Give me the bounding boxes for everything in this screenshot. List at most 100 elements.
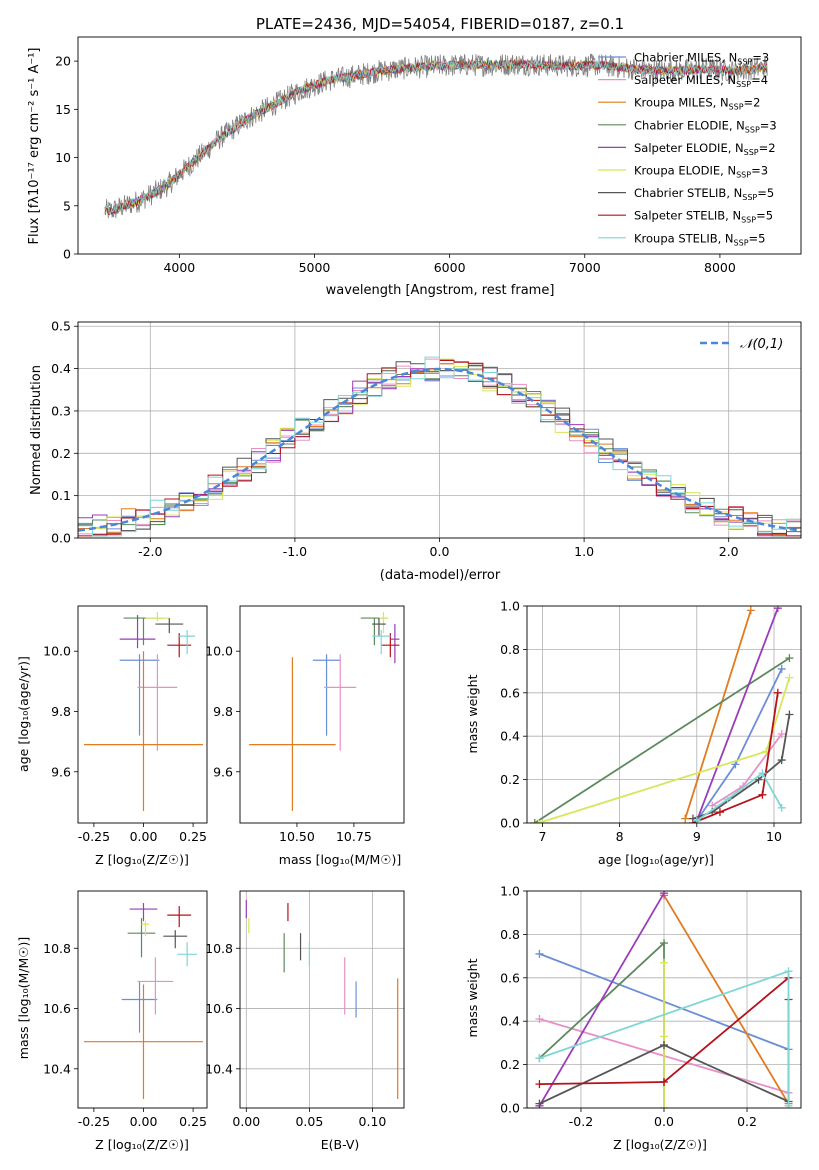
weight-vs-age-ytick-label: 0.2 bbox=[500, 772, 520, 787]
legend-label-3: Chabrier ELODIE, NSSP=3 bbox=[634, 118, 777, 134]
age-vs-Z-xtick-label: 0.00 bbox=[130, 829, 158, 844]
weight-vs-age-ylabel: mass weight bbox=[465, 674, 480, 753]
weight-vs-Z-marker-8-1 bbox=[784, 967, 793, 976]
weight-vs-Z-marker-3-1 bbox=[660, 939, 668, 948]
legend-label-subscript: SSP bbox=[736, 171, 751, 180]
residuals-ytick-label: 0.4 bbox=[51, 361, 71, 376]
weight-vs-age-frame bbox=[526, 605, 802, 824]
age-vs-Z-ytick-label: 9.8 bbox=[51, 704, 71, 719]
weight-vs-Z-xtick-label: 0.2 bbox=[737, 1114, 757, 1129]
spectrum-xtick-label: 6000 bbox=[434, 260, 466, 275]
mass-vs-Z-xtick-label: 0.00 bbox=[130, 1114, 158, 1129]
spectrum-model-line-8 bbox=[104, 59, 768, 215]
age-vs-Z-xtick-label: 0.25 bbox=[179, 829, 207, 844]
spectrum-xtick-label: 8000 bbox=[704, 260, 736, 275]
spectrum-ytick-label: 0 bbox=[63, 247, 71, 262]
spectrum-ytick-label: 10 bbox=[55, 150, 71, 165]
weight-vs-Z-ytick-label: 0.4 bbox=[500, 1014, 520, 1029]
legend-label-8: Kroupa STELIB, NSSP=5 bbox=[634, 231, 765, 247]
legend-label-nssp: =3 bbox=[751, 164, 768, 178]
age-vs-mass-xtick-label: 10.75 bbox=[336, 829, 372, 844]
legend-label-nssp: =5 bbox=[756, 209, 773, 223]
legend-label-5: Kroupa ELODIE, NSSP=3 bbox=[634, 164, 768, 180]
weight-vs-Z-marker-7-0 bbox=[535, 1080, 544, 1089]
legend-label-nssp: =3 bbox=[752, 51, 769, 65]
legend-label-subscript: SSP bbox=[741, 216, 756, 225]
age-vs-mass-ytick-label: 9.8 bbox=[213, 704, 233, 719]
weight-vs-age-marker-4-1 bbox=[773, 606, 782, 613]
age-vs-mass-xlabel: mass [log₁₀(M/M☉)] bbox=[279, 852, 401, 867]
spectrum-ytick-label: 15 bbox=[55, 102, 71, 117]
weight-vs-age-ytick-label: 1.0 bbox=[500, 599, 520, 614]
weight-vs-age-marker-2-0 bbox=[681, 814, 690, 823]
weight-vs-age-line-4 bbox=[695, 607, 779, 822]
weight-vs-age-marker-6-3 bbox=[777, 756, 786, 765]
weight-vs-Z-ylabel: mass weight bbox=[465, 958, 480, 1037]
residuals-ytick-label: 0.5 bbox=[51, 319, 71, 334]
spectrum-frame bbox=[77, 36, 802, 255]
weight-vs-age-marker-0-2 bbox=[777, 664, 786, 673]
mass-vs-Z-ytick-label: 10.6 bbox=[43, 1001, 71, 1016]
legend-label-0: Chabrier MILES, NSSP=3 bbox=[634, 51, 769, 67]
age-vs-mass-xtick-label: 10.50 bbox=[279, 829, 315, 844]
mass-vs-Z-frame bbox=[77, 890, 208, 1109]
spectrum-ytick-label: 20 bbox=[55, 54, 71, 69]
weight-vs-age-marker-8-1 bbox=[723, 795, 732, 804]
weight-vs-age-marker-3-1 bbox=[785, 654, 794, 663]
mass-vs-ebv-xlabel: E(B-V) bbox=[321, 1137, 360, 1152]
mass-vs-Z-plot bbox=[83, 903, 204, 1099]
age-vs-mass-ytick-label: 10.0 bbox=[205, 644, 233, 659]
weight-vs-age-marker-7-2 bbox=[758, 790, 767, 799]
weight-vs-Z-ytick-label: 0.8 bbox=[500, 927, 520, 942]
weight-vs-Z-plot bbox=[527, 891, 801, 1108]
weight-vs-age-ytick-label: 0.8 bbox=[500, 642, 520, 657]
legend-label-text: Kroupa MILES, N bbox=[634, 96, 729, 110]
legend-label-subscript: SSP bbox=[744, 148, 759, 157]
residuals-ytick-label: 0.0 bbox=[51, 531, 71, 546]
legend-label-nssp: =5 bbox=[757, 186, 774, 200]
age-vs-Z-ylabel: age [log₁₀(age/yr)] bbox=[16, 656, 31, 772]
age-vs-mass-plot bbox=[249, 612, 400, 811]
weight-vs-Z-xtick-label: 0.0 bbox=[654, 1114, 674, 1129]
spectrum-xtick-label: 5000 bbox=[299, 260, 331, 275]
weight-vs-Z-xlabel: Z [log₁₀(Z/Z☉)] bbox=[613, 1137, 707, 1152]
legend-label-text: Kroupa ELODIE, N bbox=[634, 164, 736, 178]
legend-label-subscript: SSP bbox=[745, 125, 760, 134]
weight-vs-Z-line-2 bbox=[663, 894, 790, 1105]
legend-label-text: Chabrier ELODIE, N bbox=[634, 118, 745, 132]
weight-vs-age-line-7 bbox=[692, 692, 779, 823]
spectrum-plot bbox=[104, 53, 768, 219]
mass-vs-Z-ytick-label: 10.4 bbox=[43, 1061, 71, 1076]
weight-vs-age-xtick-label: 10 bbox=[766, 829, 782, 844]
residuals-ytick-label: 0.2 bbox=[51, 446, 71, 461]
legend-label-subscript: SSP bbox=[736, 80, 751, 89]
weight-vs-age-ytick-label: 0.4 bbox=[500, 729, 520, 744]
weight-vs-Z-ytick-label: 0.6 bbox=[500, 970, 520, 985]
residuals-xlabel: (data-model)/error bbox=[380, 568, 501, 583]
legend-label-nssp: =5 bbox=[749, 231, 766, 245]
weight-vs-age-axes: 7 8 9 10 0.0 0.2 0.4 0.6 0.8 1.0 bbox=[500, 599, 802, 844]
weight-vs-Z-marker-5-1 bbox=[660, 1032, 668, 1041]
legend-label-subscript: SSP bbox=[742, 193, 757, 202]
weight-vs-Z-marker-0-0 bbox=[535, 949, 544, 958]
weight-vs-Z-marker-1-0 bbox=[535, 1015, 544, 1024]
age-vs-Z-xtick-label: -0.25 bbox=[78, 829, 110, 844]
weight-vs-age-xlabel: age [log₁₀(age/yr)] bbox=[598, 852, 714, 867]
residuals-xtick-label: 1.0 bbox=[574, 544, 594, 559]
residuals-frame bbox=[77, 321, 802, 539]
normal-legend-label: 𝒩(0,1) bbox=[740, 337, 783, 352]
weight-vs-Z-marker-5-0 bbox=[660, 958, 668, 967]
legend-label-nssp: =2 bbox=[759, 141, 776, 155]
weight-vs-age-marker-8-0 bbox=[692, 816, 701, 823]
weight-vs-age-plot bbox=[527, 606, 801, 823]
weight-vs-age-marker-2-1 bbox=[746, 606, 755, 615]
weight-vs-age-marker-1-2 bbox=[777, 730, 786, 739]
residuals-ytick-label: 0.3 bbox=[51, 403, 71, 418]
weight-vs-age-line-5 bbox=[538, 677, 791, 823]
spectrum-ytick-label: 5 bbox=[63, 198, 71, 213]
spectrum-ylabel: Flux [fλ10⁻¹⁷ erg cm⁻² s⁻¹ A⁻¹] bbox=[27, 48, 42, 245]
mass-vs-ebv-xtick-label: 0.05 bbox=[295, 1114, 323, 1129]
spectrum-xtick-label: 7000 bbox=[569, 260, 601, 275]
